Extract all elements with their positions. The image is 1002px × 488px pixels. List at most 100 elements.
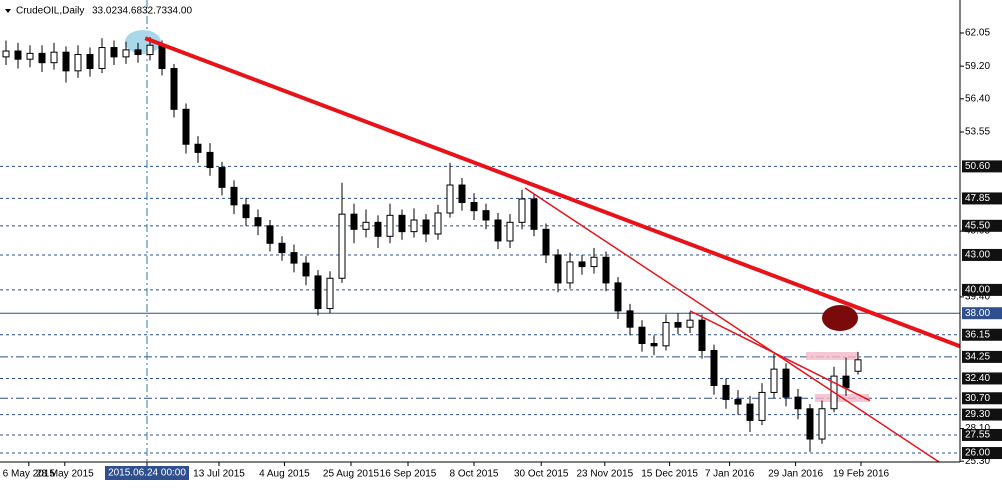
candle-body [2,50,10,58]
candle-body [314,275,322,310]
header-close: 34.00 [167,6,192,17]
level-label-box [962,307,1002,320]
candle-body [374,221,382,237]
candle-body [554,254,562,284]
header-high: 34.68 [117,6,142,17]
candle-body [122,49,130,58]
candle-body [758,391,766,421]
candle-body [74,54,82,72]
candle-body [638,326,646,344]
candle-body [794,396,802,410]
candles-layer [2,37,862,452]
candle-body [602,256,610,284]
candle-body [146,44,154,56]
x-tick-label: 7 Jan 2016 [705,469,755,480]
x-tick-label: 28 May 2015 [36,469,94,480]
x-tick-label: 4 Aug 2015 [259,469,310,480]
candle-body [662,322,670,347]
candle-body [410,219,418,233]
level-label-box [962,160,1002,173]
candle-body [698,319,706,351]
level-label: 43.00 [965,250,990,261]
menu-arrow[interactable] [5,9,11,13]
x-tick-label: 16 Sep 2015 [380,469,437,480]
y-tick-label: 56.40 [965,93,990,104]
candle-body [278,242,286,254]
candle-body [218,167,226,188]
candle-body [98,47,106,70]
level-label: 50.60 [965,161,990,172]
x-tick-label: 13 Jul 2015 [193,469,245,480]
resistance-zone [806,352,858,360]
candle-body [710,349,718,386]
candle-body [482,210,490,221]
level-label-box [962,283,1002,296]
candle-body [206,151,214,169]
x-tick-label: 29 Jan 2016 [768,469,823,480]
level-label: 29.30 [965,409,990,420]
x-tick-label: 6 May 2015 [3,469,56,480]
candle-body [458,184,466,204]
candle-body [14,50,22,60]
candle-body [470,202,478,212]
candle-body [302,262,310,277]
candle-body [386,214,394,237]
trend-line [524,187,941,462]
x-tick-label: 23 Nov 2015 [576,469,633,480]
candle-body [806,408,814,440]
candle-body [266,225,274,244]
candle-body [494,219,502,242]
y-tick-label: 62.05 [965,28,990,39]
y-tick-label: 28.10 [965,423,990,434]
header-low: 32.73 [142,6,167,17]
candle-body [446,184,454,214]
candle-body [566,261,574,284]
level-label: 32.40 [965,373,990,384]
candle-body [746,403,754,421]
level-label: 36.15 [965,329,990,340]
candle-body [842,375,850,389]
y-tick-label: 53.55 [965,127,990,138]
level-label-box [962,392,1002,405]
axes-layer: 62.0559.2056.4053.5545.0539.4028.1025.30… [3,28,1002,480]
x-tick-label: 19 Feb 2016 [833,469,890,480]
y-tick-label: 59.20 [965,61,990,72]
candle-body [854,359,862,372]
candle-body [818,408,826,440]
level-label: 45.50 [965,220,990,231]
candle-body [350,213,358,230]
candle-body [26,52,34,60]
level-label: 40.00 [965,285,990,296]
level-label-box [962,428,1002,441]
candle-body [674,322,682,328]
candle-body [518,198,526,223]
candle-body [326,277,334,310]
level-label-box [962,192,1002,205]
candle-body [506,221,514,242]
candle-body [722,384,730,400]
candle-body [254,217,262,227]
candle-body [50,51,58,64]
y-tick-label: 39.40 [965,292,990,303]
candle-body [530,198,538,230]
x-tick-label: 15 Dec 2015 [641,469,698,480]
candle-body [650,342,658,347]
candle-body [734,398,742,405]
candle-body [62,51,70,72]
level-label-box [962,219,1002,232]
x-tick-label: 30 Oct 2015 [514,469,569,480]
candle-body [770,368,778,393]
candle-body [194,143,202,153]
candle-body [398,214,406,233]
levels-layer [0,0,960,462]
candle-body [290,252,298,264]
level-label-box [962,350,1002,363]
candle-body [782,368,790,398]
level-label-box [962,372,1002,385]
level-label: 47.85 [965,193,990,204]
x-tick-label: 2015.06.24 00:00 [108,468,186,479]
symbol: CrudeOIL,Daily [16,6,84,17]
y-tick-label: 25.30 [965,456,990,467]
